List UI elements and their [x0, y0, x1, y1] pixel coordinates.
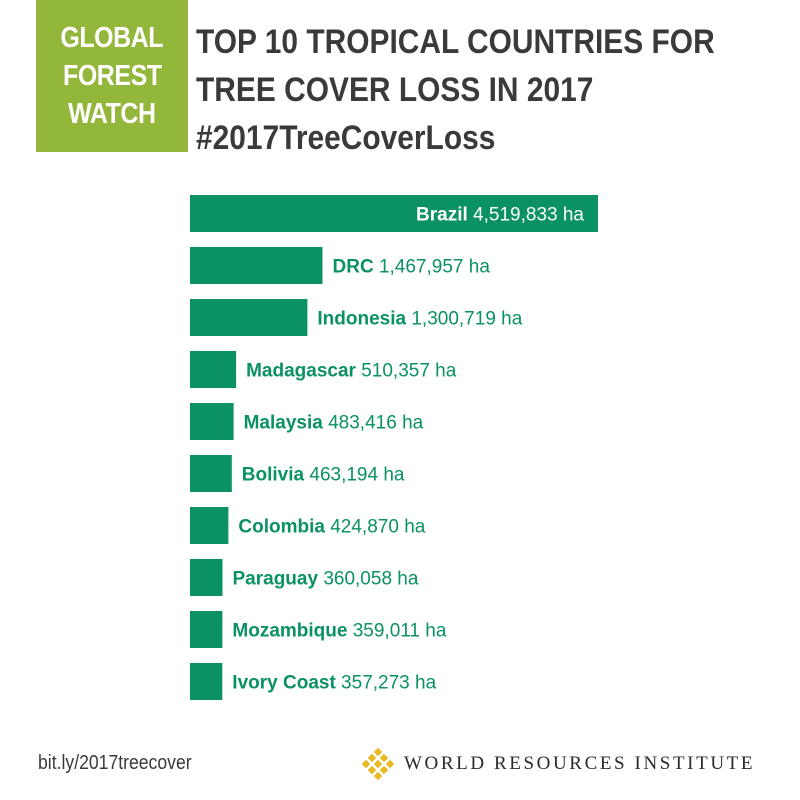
bar-label-bolivia: Bolivia 463,194 ha: [242, 465, 405, 486]
category-label: Ivory Coast: [232, 673, 336, 694]
category-label: Madagascar: [246, 361, 356, 382]
bar-label-brazil: Brazil 4,519,833 ha: [416, 205, 584, 226]
bar-label-drc: DRC 1,467,957 ha: [333, 257, 491, 278]
bar-bolivia: [190, 455, 232, 492]
bar-label-indonesia: Indonesia 1,300,719 ha: [317, 309, 522, 330]
wri-lattice-icon: [362, 748, 394, 780]
value-label: 463,194 ha: [304, 465, 405, 486]
headline-hashtag: #2017TreeCoverLoss: [196, 119, 496, 157]
bar-madagascar: [190, 351, 237, 388]
value-label: 483,416 ha: [323, 413, 424, 434]
logo-line-1: GLOBAL: [60, 22, 164, 54]
headline-line-2: TREE COVER LOSS IN 2017: [196, 71, 594, 109]
category-label: Paraguay: [233, 569, 319, 590]
logo-line-3: WATCH: [68, 98, 156, 130]
headline-line-1: TOP 10 TROPICAL COUNTRIES FOR: [196, 23, 715, 61]
value-label: 510,357 ha: [356, 361, 457, 382]
bar-brazil: [190, 195, 598, 232]
bar-ivory-coast: [190, 663, 223, 700]
value-label: 424,870 ha: [325, 517, 426, 538]
category-label: DRC: [333, 257, 374, 278]
bar-paraguay: [190, 559, 223, 596]
bar-label-malaysia: Malaysia 483,416 ha: [244, 413, 424, 434]
bar-colombia: [190, 507, 229, 544]
bar-label-colombia: Colombia 424,870 ha: [238, 517, 425, 538]
gfw-logo: GLOBAL FOREST WATCH: [36, 0, 188, 152]
wri-name: WORLD RESOURCES INSTITUTE: [404, 753, 756, 774]
source-link[interactable]: bit.ly/2017treecover: [38, 752, 192, 774]
value-label: 4,519,833 ha: [468, 205, 585, 226]
bar-label-ivory-coast: Ivory Coast 357,273 ha: [232, 673, 436, 694]
bar-indonesia: [190, 299, 308, 336]
tree-cover-loss-bar-chart: Brazil 4,519,833 ha DRC 1,467,957 ha Indon…: [190, 195, 598, 700]
category-label: Bolivia: [242, 465, 305, 486]
value-label: 360,058 ha: [318, 569, 419, 590]
value-label: 1,300,719 ha: [406, 309, 523, 330]
value-label: 359,011 ha: [347, 621, 446, 642]
value-label: 1,467,957 ha: [374, 257, 491, 278]
bar-label-madagascar: Madagascar 510,357 ha: [246, 361, 457, 382]
bar-malaysia: [190, 403, 234, 440]
bar-label-paraguay: Paraguay 360,058 ha: [233, 569, 419, 590]
bar-mozambique: [190, 611, 223, 648]
bar-label-mozambique: Mozambique 359,011 ha: [232, 621, 446, 642]
wri-logo: WORLD RESOURCES INSTITUTE: [362, 748, 755, 780]
category-label: Malaysia: [244, 413, 324, 434]
category-label: Mozambique: [232, 621, 347, 642]
category-label: Brazil: [416, 205, 468, 226]
headline: TOP 10 TROPICAL COUNTRIES FOR TREE COVER…: [196, 18, 786, 162]
category-label: Colombia: [238, 517, 325, 538]
bar-drc: [190, 247, 323, 284]
logo-line-2: FOREST: [62, 60, 162, 92]
value-label: 357,273 ha: [336, 673, 437, 694]
category-label: Indonesia: [317, 309, 406, 330]
